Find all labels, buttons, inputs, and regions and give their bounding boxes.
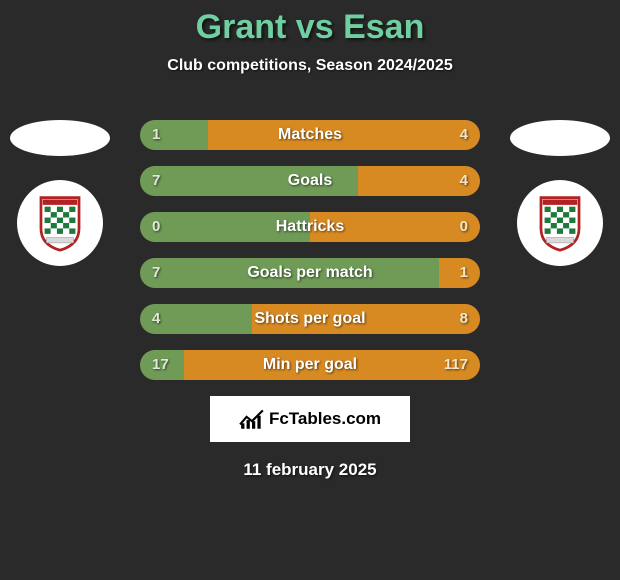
- stat-value-right: 1: [460, 258, 468, 288]
- page-title: Grant vs Esan: [0, 0, 620, 47]
- brand-badge: FcTables.com: [210, 396, 410, 442]
- brand-text: FcTables.com: [269, 409, 381, 429]
- title-right: Esan: [343, 8, 424, 46]
- title-left: Grant: [196, 8, 287, 46]
- stat-value-right: 4: [460, 166, 468, 196]
- stat-label: Hattricks: [140, 212, 480, 242]
- shield-icon: [535, 194, 585, 252]
- title-vs: vs: [296, 8, 334, 46]
- shield-icon: [35, 194, 85, 252]
- subtitle: Club competitions, Season 2024/2025: [0, 57, 620, 75]
- stat-label: Goals: [140, 166, 480, 196]
- right-club-crest: [517, 180, 603, 266]
- stat-row: 1 Matches 4: [140, 120, 480, 150]
- stat-row: 4 Shots per goal 8: [140, 304, 480, 334]
- stat-label: Shots per goal: [140, 304, 480, 334]
- chart-icon: [239, 408, 265, 430]
- comparison-bars: 1 Matches 4 7 Goals 4 0 Hattricks 0 7 Go…: [140, 120, 480, 396]
- stat-row: 17 Min per goal 117: [140, 350, 480, 380]
- left-player-column: [10, 120, 110, 266]
- stat-value-right: 117: [444, 350, 468, 380]
- left-flag: [10, 120, 110, 156]
- stat-label: Min per goal: [140, 350, 480, 380]
- date-label: 11 february 2025: [0, 460, 620, 480]
- left-club-crest: [17, 180, 103, 266]
- stat-value-right: 4: [460, 120, 468, 150]
- stat-value-right: 8: [460, 304, 468, 334]
- stat-value-right: 0: [460, 212, 468, 242]
- right-player-column: [510, 120, 610, 266]
- stat-row: 0 Hattricks 0: [140, 212, 480, 242]
- right-flag: [510, 120, 610, 156]
- stat-row: 7 Goals 4: [140, 166, 480, 196]
- stat-row: 7 Goals per match 1: [140, 258, 480, 288]
- stat-label: Goals per match: [140, 258, 480, 288]
- stat-label: Matches: [140, 120, 480, 150]
